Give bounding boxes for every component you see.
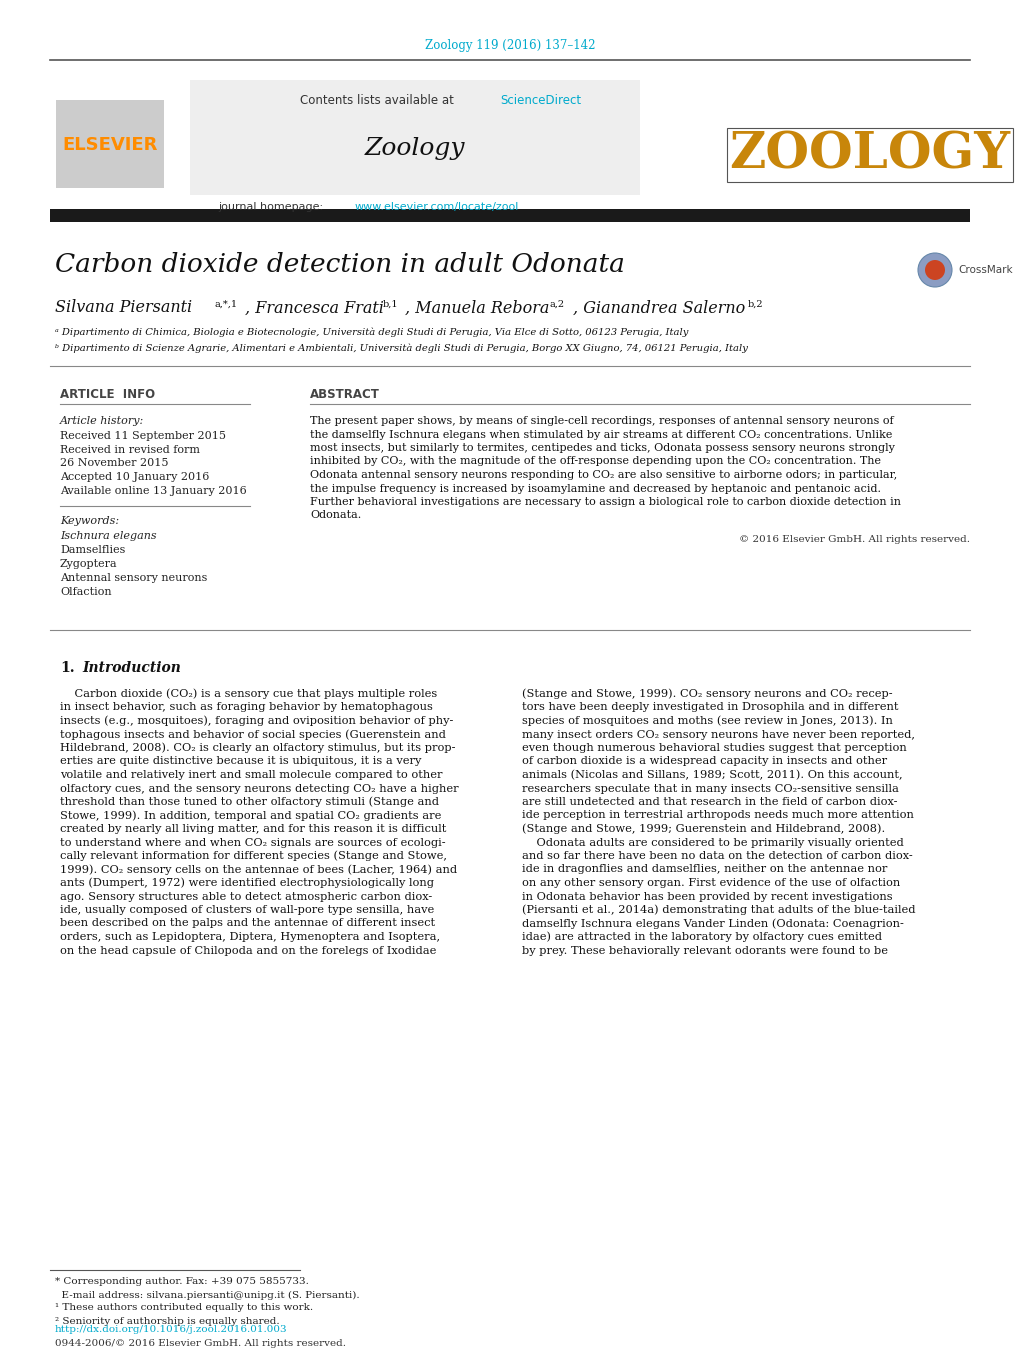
Text: Accepted 10 January 2016: Accepted 10 January 2016 [60, 471, 209, 482]
Text: (Stange and Stowe, 1999). CO₂ sensory neurons and CO₂ recep-: (Stange and Stowe, 1999). CO₂ sensory ne… [522, 689, 892, 700]
Text: many insect orders CO₂ sensory neurons have never been reported,: many insect orders CO₂ sensory neurons h… [522, 730, 914, 739]
Text: damselfly Ischnura elegans Vander Linden (Odonata: Coenagrion-: damselfly Ischnura elegans Vander Linden… [522, 919, 903, 928]
Text: ABSTRACT: ABSTRACT [310, 388, 379, 400]
Text: Received 11 September 2015: Received 11 September 2015 [60, 431, 226, 440]
Text: Zoology: Zoology [365, 136, 465, 159]
Text: threshold than those tuned to other olfactory stimuli (Stange and: threshold than those tuned to other olfa… [60, 797, 438, 808]
Text: researchers speculate that in many insects CO₂-sensitive sensilla: researchers speculate that in many insec… [522, 784, 898, 793]
Text: , Gianandrea Salerno: , Gianandrea Salerno [573, 300, 745, 316]
Text: on the head capsule of Chilopoda and on the forelegs of Ixodidae: on the head capsule of Chilopoda and on … [60, 946, 436, 955]
Text: 26 November 2015: 26 November 2015 [60, 458, 168, 467]
Text: ide in dragonflies and damselflies, neither on the antennae nor: ide in dragonflies and damselflies, neit… [522, 865, 887, 874]
Text: Article history:: Article history: [60, 416, 144, 426]
Text: a,*,1: a,*,1 [215, 300, 237, 308]
Text: Further behavioral investigations are necessary to assign a biological role to c: Further behavioral investigations are ne… [310, 497, 900, 507]
Text: Keywords:: Keywords: [60, 516, 119, 526]
Text: E-mail address: silvana.piersanti@unipg.it (S. Piersanti).: E-mail address: silvana.piersanti@unipg.… [55, 1290, 360, 1300]
Text: Received in revised form: Received in revised form [60, 444, 200, 455]
Text: most insects, but similarly to termites, centipedes and ticks, Odonata possess s: most insects, but similarly to termites,… [310, 443, 894, 453]
Circle shape [924, 259, 944, 280]
Text: ᵃ Dipartimento di Chimica, Biologia e Biotecnologie, Università degli Studi di P: ᵃ Dipartimento di Chimica, Biologia e Bi… [55, 327, 688, 336]
Text: volatile and relatively inert and small molecule compared to other: volatile and relatively inert and small … [60, 770, 442, 780]
Text: Available online 13 January 2016: Available online 13 January 2016 [60, 486, 247, 496]
Text: ¹ These authors contributed equally to this work.: ¹ These authors contributed equally to t… [55, 1304, 313, 1313]
Text: the impulse frequency is increased by isoamylamine and decreased by heptanoic an: the impulse frequency is increased by is… [310, 484, 880, 493]
Text: Stowe, 1999). In addition, temporal and spatial CO₂ gradients are: Stowe, 1999). In addition, temporal and … [60, 811, 441, 821]
Text: Olfaction: Olfaction [60, 586, 111, 597]
Text: tors have been deeply investigated in Drosophila and in different: tors have been deeply investigated in Dr… [522, 703, 898, 712]
Text: © 2016 Elsevier GmbH. All rights reserved.: © 2016 Elsevier GmbH. All rights reserve… [739, 535, 969, 543]
Text: ide, usually composed of clusters of wall-pore type sensilla, have: ide, usually composed of clusters of wal… [60, 905, 434, 915]
Text: (Stange and Stowe, 1999; Guerenstein and Hildebrand, 2008).: (Stange and Stowe, 1999; Guerenstein and… [522, 824, 884, 835]
Text: ² Seniority of authorship is equally shared.: ² Seniority of authorship is equally sha… [55, 1316, 279, 1325]
Text: Odonata adults are considered to be primarily visually oriented: Odonata adults are considered to be prim… [522, 838, 903, 847]
Text: * Corresponding author. Fax: +39 075 5855733.: * Corresponding author. Fax: +39 075 585… [55, 1278, 309, 1286]
Text: olfactory cues, and the sensory neurons detecting CO₂ have a higher: olfactory cues, and the sensory neurons … [60, 784, 459, 793]
Text: on any other sensory organ. First evidence of the use of olfaction: on any other sensory organ. First eviden… [522, 878, 900, 888]
Text: of carbon dioxide is a widespread capacity in insects and other: of carbon dioxide is a widespread capaci… [522, 757, 887, 766]
Text: The present paper shows, by means of single-cell recordings, responses of antenn: The present paper shows, by means of sin… [310, 416, 893, 426]
Text: b,2: b,2 [747, 300, 763, 308]
Text: by prey. These behaviorally relevant odorants were found to be: by prey. These behaviorally relevant odo… [522, 946, 888, 955]
Text: Damselflies: Damselflies [60, 544, 125, 555]
Text: Hildebrand, 2008). CO₂ is clearly an olfactory stimulus, but its prop-: Hildebrand, 2008). CO₂ is clearly an olf… [60, 743, 455, 754]
Text: animals (Nicolas and Sillans, 1989; Scott, 2011). On this account,: animals (Nicolas and Sillans, 1989; Scot… [522, 770, 902, 780]
Text: a,2: a,2 [549, 300, 565, 308]
Text: ARTICLE  INFO: ARTICLE INFO [60, 388, 155, 400]
Text: Odonata antennal sensory neurons responding to CO₂ are also sensitive to airborn: Odonata antennal sensory neurons respond… [310, 470, 897, 480]
Text: inhibited by CO₂, with the magnitude of the off-response depending upon the CO₂ : inhibited by CO₂, with the magnitude of … [310, 457, 880, 466]
Text: to understand where and when CO₂ signals are sources of ecologi-: to understand where and when CO₂ signals… [60, 838, 445, 847]
Text: cally relevant information for different species (Stange and Stowe,: cally relevant information for different… [60, 851, 446, 862]
Text: even though numerous behavioral studies suggest that perception: even though numerous behavioral studies … [522, 743, 906, 753]
Text: insects (e.g., mosquitoes), foraging and oviposition behavior of phy-: insects (e.g., mosquitoes), foraging and… [60, 716, 452, 727]
Text: 0944-2006/© 2016 Elsevier GmbH. All rights reserved.: 0944-2006/© 2016 Elsevier GmbH. All righ… [55, 1339, 345, 1348]
Text: Ischnura elegans: Ischnura elegans [60, 531, 157, 540]
Text: 1.: 1. [60, 661, 74, 676]
Bar [56, 100, 164, 188]
Text: Introduction: Introduction [82, 661, 180, 676]
Text: ants (Dumpert, 1972) were identified electrophysiologically long: ants (Dumpert, 1972) were identified ele… [60, 878, 433, 888]
Text: are still undetected and that research in the field of carbon diox-: are still undetected and that research i… [522, 797, 897, 807]
Text: species of mosquitoes and moths (see review in Jones, 2013). In: species of mosquitoes and moths (see rev… [522, 716, 892, 727]
Text: , Francesca Frati: , Francesca Frati [245, 300, 383, 316]
Bar [190, 80, 639, 195]
Text: been described on the palps and the antennae of different insect: been described on the palps and the ante… [60, 919, 435, 928]
Text: ELSEVIER: ELSEVIER [62, 136, 158, 154]
Text: in insect behavior, such as foraging behavior by hematophagous: in insect behavior, such as foraging beh… [60, 703, 432, 712]
Text: idae) are attracted in the laboratory by olfactory cues emitted: idae) are attracted in the laboratory by… [522, 932, 881, 942]
Text: in Odonata behavior has been provided by recent investigations: in Odonata behavior has been provided by… [522, 892, 892, 901]
Text: Carbon dioxide detection in adult Odonata: Carbon dioxide detection in adult Odonat… [55, 253, 625, 277]
Text: ide perception in terrestrial arthropods needs much more attention: ide perception in terrestrial arthropods… [522, 811, 913, 820]
Text: ᵇ Dipartimento di Scienze Agrarie, Alimentari e Ambientali, Università degli Stu: ᵇ Dipartimento di Scienze Agrarie, Alime… [55, 343, 747, 353]
Bar [50, 209, 969, 222]
Text: 1999). CO₂ sensory cells on the antennae of bees (Lacher, 1964) and: 1999). CO₂ sensory cells on the antennae… [60, 865, 457, 875]
Text: ago. Sensory structures able to detect atmospheric carbon diox-: ago. Sensory structures able to detect a… [60, 892, 432, 901]
Text: tophagous insects and behavior of social species (Guerenstein and: tophagous insects and behavior of social… [60, 730, 445, 740]
Text: journal homepage:: journal homepage: [218, 203, 326, 212]
Text: Antennal sensory neurons: Antennal sensory neurons [60, 573, 207, 584]
Text: , Manuela Rebora: , Manuela Rebora [405, 300, 549, 316]
Text: erties are quite distinctive because it is ubiquitous, it is a very: erties are quite distinctive because it … [60, 757, 421, 766]
Text: Contents lists available at: Contents lists available at [300, 93, 458, 107]
Text: http://dx.doi.org/10.1016/j.zool.2016.01.003: http://dx.doi.org/10.1016/j.zool.2016.01… [55, 1325, 287, 1335]
Text: Odonata.: Odonata. [310, 511, 361, 520]
Text: Zygoptera: Zygoptera [60, 559, 117, 569]
Text: Silvana Piersanti: Silvana Piersanti [55, 300, 192, 316]
Circle shape [917, 253, 951, 286]
Text: Carbon dioxide (CO₂) is a sensory cue that plays multiple roles: Carbon dioxide (CO₂) is a sensory cue th… [60, 689, 437, 700]
Text: Zoology 119 (2016) 137–142: Zoology 119 (2016) 137–142 [424, 38, 595, 51]
Text: orders, such as Lepidoptera, Diptera, Hymenoptera and Isoptera,: orders, such as Lepidoptera, Diptera, Hy… [60, 932, 439, 942]
Text: the damselfly Ischnura elegans when stimulated by air streams at different CO₂ c: the damselfly Ischnura elegans when stim… [310, 430, 892, 439]
Text: www.elsevier.com/locate/zool: www.elsevier.com/locate/zool [355, 203, 519, 212]
Text: and so far there have been no data on the detection of carbon diox-: and so far there have been no data on th… [522, 851, 912, 861]
Text: created by nearly all living matter, and for this reason it is difficult: created by nearly all living matter, and… [60, 824, 446, 834]
Text: CrossMark: CrossMark [957, 265, 1012, 276]
Text: (Piersanti et al., 2014a) demonstrating that adults of the blue-tailed: (Piersanti et al., 2014a) demonstrating … [522, 905, 915, 915]
Text: b,1: b,1 [382, 300, 398, 308]
Text: ScienceDirect: ScienceDirect [499, 93, 581, 107]
Text: ZOOLOGY: ZOOLOGY [729, 131, 1010, 180]
